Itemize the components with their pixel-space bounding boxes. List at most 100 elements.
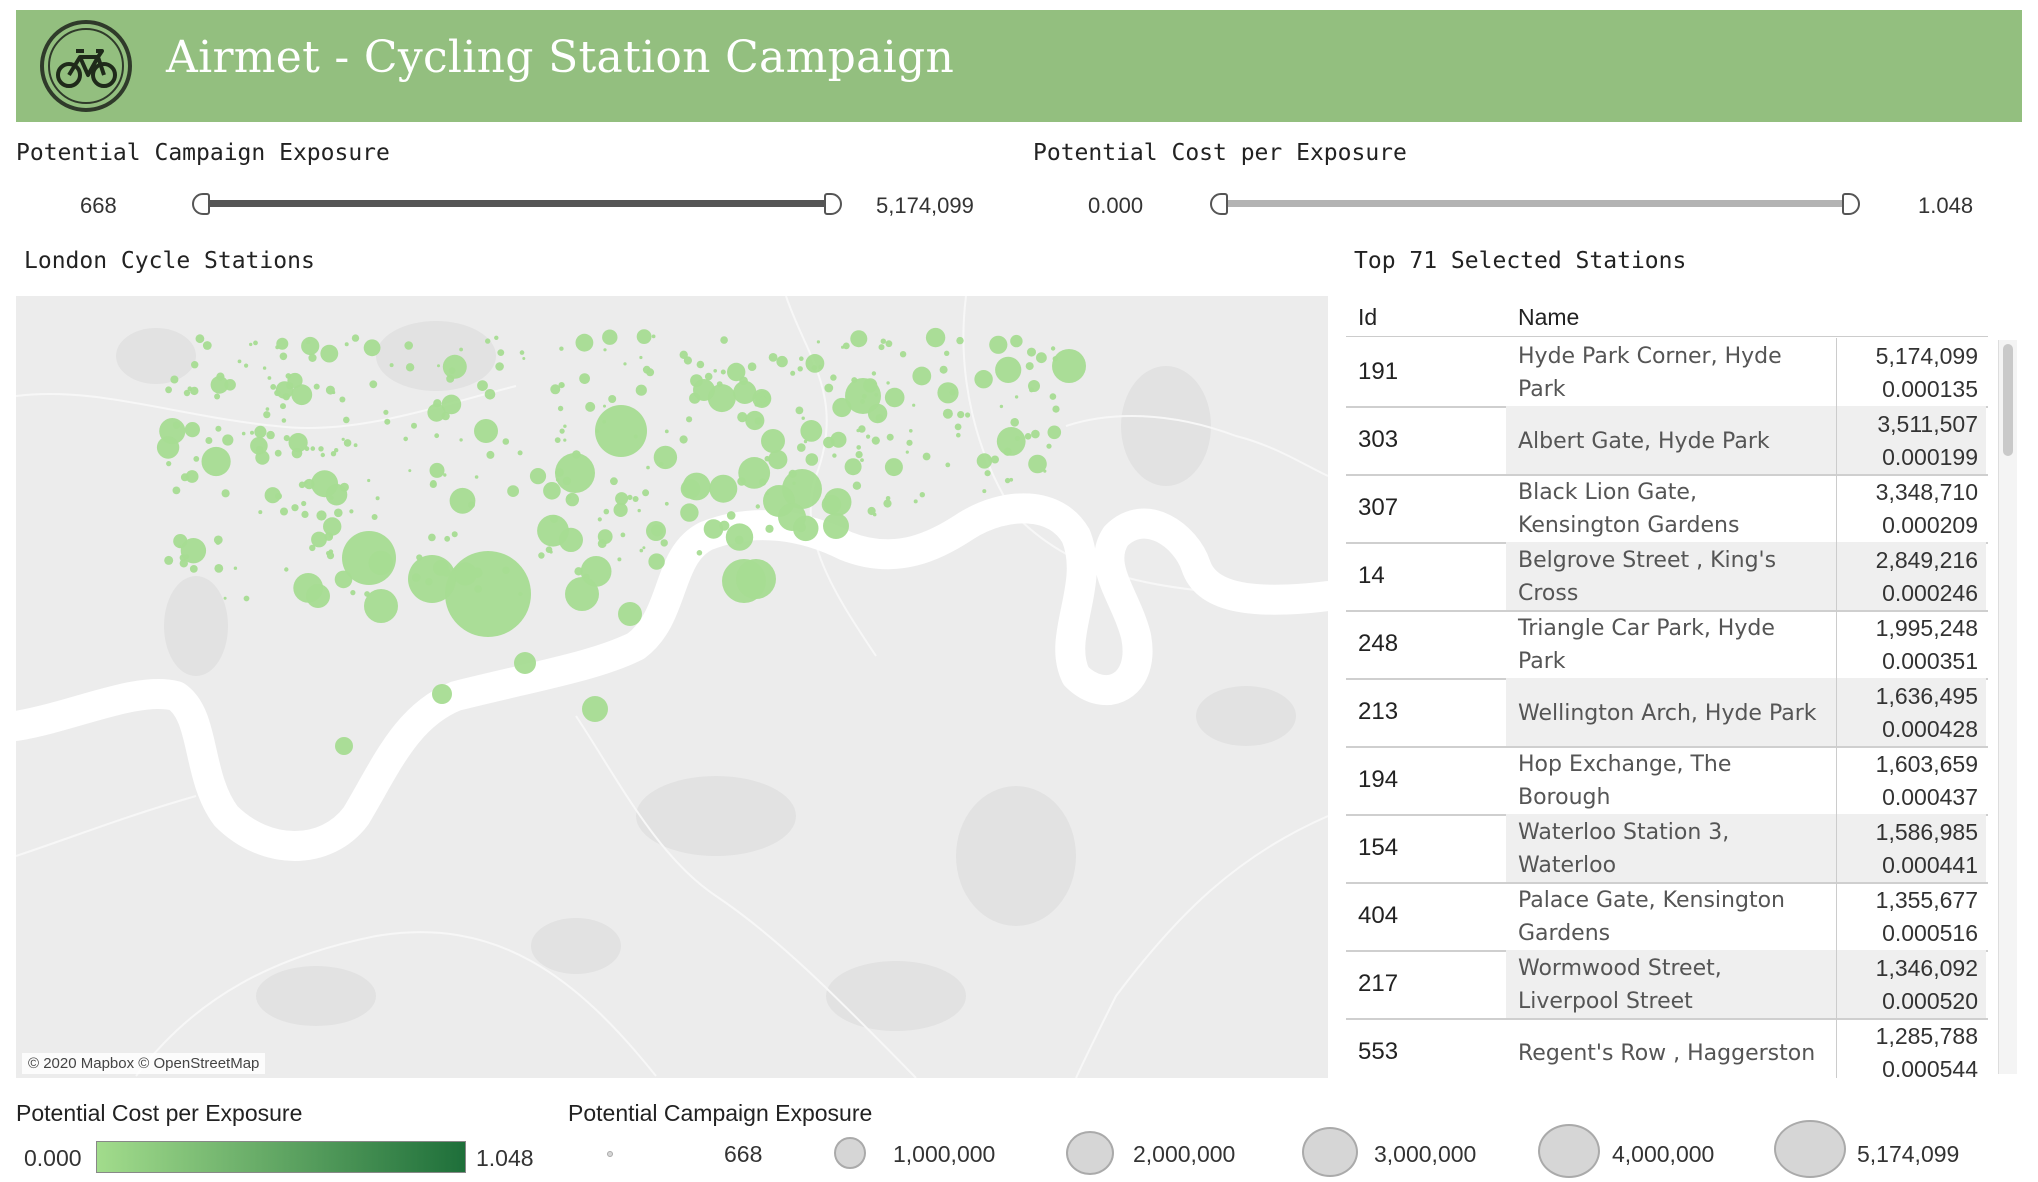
station-bubble[interactable] [999,404,1004,409]
station-bubble[interactable] [179,559,188,568]
station-bubble[interactable] [613,502,628,517]
station-bubble[interactable] [280,507,288,516]
station-bubble[interactable] [944,350,950,356]
station-bubble[interactable] [823,513,849,539]
station-bubble[interactable] [215,425,222,432]
station-bubble[interactable] [267,376,272,380]
station-bubble[interactable] [156,436,180,459]
station-bubble[interactable] [878,344,885,351]
station-bubble[interactable] [311,470,339,498]
station-bubble[interactable] [223,596,227,600]
station-bubble[interactable] [639,355,643,360]
station-bubble[interactable] [330,451,337,457]
station-bubble[interactable] [637,508,641,513]
station-bubble[interactable] [262,366,267,370]
station-bubble[interactable] [646,465,650,470]
station-bubble[interactable] [276,337,289,350]
station-bubble[interactable] [942,408,953,419]
station-bubble[interactable] [720,336,728,344]
station-bubble[interactable] [646,521,666,541]
station-bubble[interactable] [291,504,299,512]
station-bubble[interactable] [334,508,343,518]
station-bubble[interactable] [803,439,808,444]
station-bubble[interactable] [428,533,436,542]
station-bubble[interactable] [768,353,778,362]
station-bubbles[interactable] [156,327,1086,755]
station-bubble[interactable] [529,468,547,485]
station-bubble[interactable] [925,327,946,348]
station-bubble[interactable] [249,342,253,347]
station-bubble[interactable] [270,384,277,390]
station-bubble[interactable] [384,418,391,425]
station-bubble[interactable] [823,488,852,516]
station-bubble[interactable] [403,436,409,442]
station-bubble[interactable] [709,474,738,503]
station-bubble[interactable] [811,365,818,371]
station-bubble[interactable] [845,378,881,414]
station-bubble[interactable] [679,350,688,359]
station-bubble[interactable] [184,422,200,438]
station-bubble[interactable] [603,404,606,408]
station-bubble[interactable] [1046,443,1052,449]
station-bubble[interactable] [1052,349,1086,383]
station-bubble[interactable] [316,510,327,521]
station-bubble[interactable] [310,446,316,451]
station-bubble[interactable] [430,480,437,487]
station-bubble[interactable] [351,334,360,342]
station-bubble[interactable] [233,566,238,570]
station-bubble[interactable] [1036,352,1047,364]
station-bubble[interactable] [408,555,456,603]
station-bubble[interactable] [642,489,650,497]
station-bubble[interactable] [537,514,569,547]
station-bubble[interactable] [301,510,309,518]
station-bubble[interactable] [856,428,860,433]
station-bubble[interactable] [816,340,821,344]
station-bubble[interactable] [344,342,349,347]
station-bubble[interactable] [686,416,693,423]
station-bubble[interactable] [922,452,931,461]
station-bubble[interactable] [243,595,250,602]
station-bubble[interactable] [343,416,350,424]
station-bubble[interactable] [170,375,179,384]
station-bubble[interactable] [886,381,890,385]
station-bubble[interactable] [1025,362,1034,371]
station-bubble[interactable] [799,356,804,361]
station-bubble[interactable] [905,450,909,454]
stations-table[interactable]: Id Name 191 Hyde Park Corner, Hyde Park 5,… [1346,302,1988,1078]
station-bubble[interactable] [976,453,993,469]
station-bubble[interactable] [632,496,639,502]
station-bubble[interactable] [288,433,308,453]
station-bubble[interactable] [485,338,491,344]
table-row[interactable]: 154 Waterloo Station 3, Waterloo 1,586,985… [1346,814,1988,884]
station-bubble[interactable] [957,411,965,419]
station-bubble[interactable] [281,418,287,423]
station-bubble[interactable] [680,503,699,522]
cost-slider-track[interactable] [1218,200,1850,207]
station-bubble[interactable] [494,335,499,340]
station-bubble[interactable] [363,339,381,357]
station-bubble[interactable] [274,449,282,457]
station-bubble[interactable] [318,446,324,452]
station-bubble[interactable] [326,552,335,560]
station-bubble[interactable] [517,450,523,456]
map-attribution[interactable]: © 2020 Mapbox © OpenStreetMap [22,1053,266,1074]
station-bubble[interactable] [263,411,271,419]
station-bubble[interactable] [855,451,863,459]
station-bubble[interactable] [1028,454,1047,474]
station-bubble[interactable] [522,357,526,360]
table-row[interactable]: 213 Wellington Arch, Hyde Park 1,636,495 0.… [1346,678,1988,748]
station-bubble[interactable] [237,359,242,364]
station-bubble[interactable] [575,333,594,352]
station-bubble[interactable] [554,437,561,443]
station-bubble[interactable] [329,534,333,538]
station-bubble[interactable] [733,380,757,404]
station-bubble[interactable] [603,508,610,515]
station-bubble[interactable] [574,567,583,576]
station-bubble[interactable] [353,443,358,448]
station-bubble[interactable] [474,419,498,443]
station-bubble[interactable] [502,438,510,445]
station-bubble[interactable] [627,494,633,500]
station-bubble[interactable] [912,366,932,386]
station-bubble[interactable] [738,457,771,489]
station-bubble[interactable] [885,340,893,348]
